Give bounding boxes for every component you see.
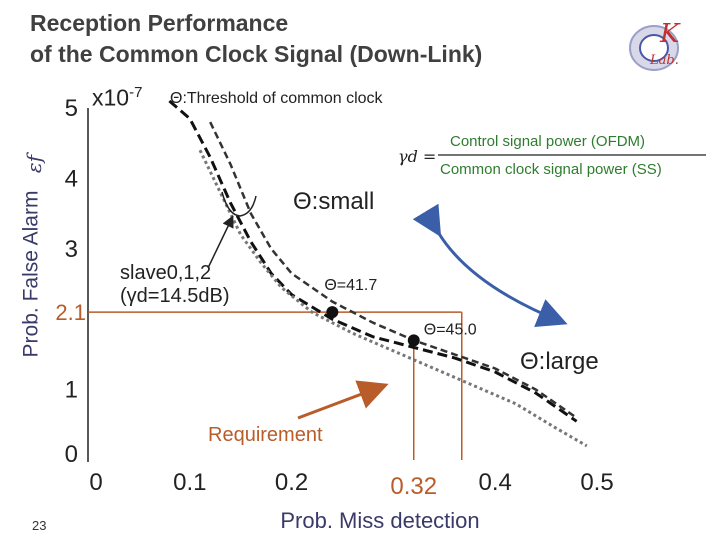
- small-arrow: [412, 203, 568, 327]
- y-tick-label: 1: [65, 377, 78, 404]
- x-tick-label: 0.5: [580, 469, 613, 496]
- theta-small-label: Θ:small: [293, 188, 375, 215]
- series-line-2: [198, 149, 588, 448]
- x-axis-label: Prob. Miss detection: [280, 508, 479, 533]
- title-line-2: of the Common Clock Signal (Down-Link): [30, 41, 483, 67]
- curve-pointer: [207, 215, 234, 269]
- y-tick-label-highlight: 2.1: [55, 300, 86, 325]
- page-number: 23: [32, 518, 47, 533]
- lab-logo: K Lab.: [629, 19, 681, 71]
- threshold-label: Θ:Threshold of common clock: [170, 90, 383, 107]
- curve-label-line-2: (γd=14.5dB): [120, 285, 230, 307]
- theta-large-label: Θ:large: [520, 348, 599, 375]
- operating-point-0: [326, 306, 339, 319]
- gamma-denominator: Common clock signal power (SS): [440, 161, 662, 178]
- x-tick-label: 0.1: [173, 469, 206, 496]
- operating-point-label-0: Θ=41.7: [324, 277, 377, 294]
- svg-text:Lab.: Lab.: [649, 53, 679, 68]
- x-tick-label: 0.2: [275, 469, 308, 496]
- gamma-numerator: Control signal power (OFDM): [450, 133, 646, 150]
- requirement-arrow: [297, 380, 389, 420]
- y-multiplier-exponent: -7: [129, 84, 143, 101]
- y-tick-label: 5: [65, 95, 78, 122]
- y-multiplier-base: x10: [92, 84, 130, 111]
- y-tick-label: 3: [65, 236, 78, 263]
- requirement-label: Requirement: [208, 424, 323, 446]
- svg-text:K: K: [659, 19, 681, 49]
- series-line-0: [168, 99, 578, 423]
- title-line-1: Reception Performance: [30, 10, 289, 36]
- y-tick-label: 4: [65, 165, 78, 192]
- x-tick-label-highlight: 0.32: [390, 473, 437, 500]
- slide-title: Reception Performance of the Common Cloc…: [30, 8, 482, 70]
- x-tick-label: 0.4: [479, 469, 512, 496]
- series-line-1: [209, 121, 578, 419]
- y-tick-label: 0: [65, 441, 78, 468]
- y-multiplier: x10-7: [92, 84, 142, 112]
- operating-point-label-1: Θ=45.0: [424, 321, 477, 338]
- curve-label-line-1: slave0,1,2: [120, 262, 212, 284]
- operating-point-1: [407, 334, 420, 347]
- gamma-lhs: γd =: [398, 147, 437, 166]
- x-tick-label: 0: [89, 469, 102, 496]
- curve-bracket: [221, 191, 257, 217]
